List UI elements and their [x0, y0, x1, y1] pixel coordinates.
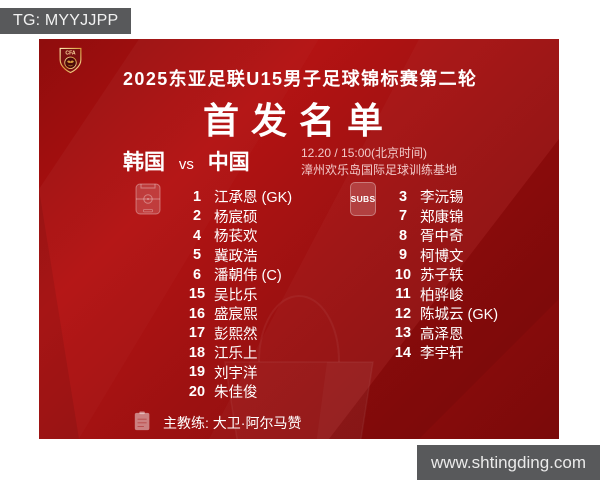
svg-text:CFA: CFA [65, 51, 76, 57]
